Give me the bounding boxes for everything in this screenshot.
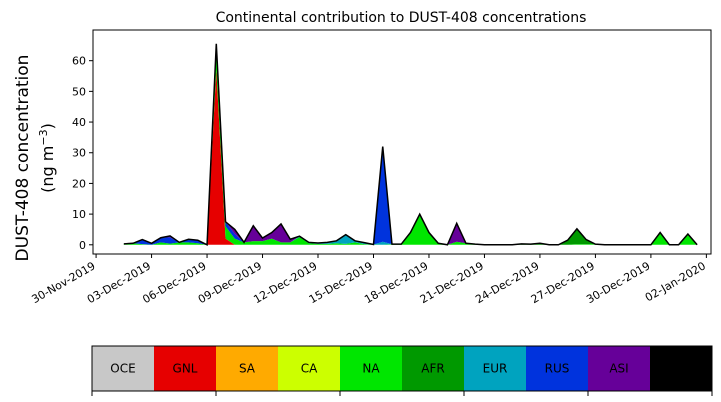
legend-label-na: NA <box>362 362 380 376</box>
y-axis-unit: (ng m−3) <box>37 123 57 193</box>
y-axis-label: DUST-408 concentration <box>13 55 33 262</box>
legend-swatch-na <box>340 346 403 391</box>
legend-label-sa: SA <box>239 362 256 376</box>
total-outline <box>123 43 698 246</box>
legend-label-afr: AFR <box>421 362 444 376</box>
y-tick-label: 60 <box>72 55 86 68</box>
legend-colorbar: OCE GNL SA CA NA AFR EUR RUS ASI AUS <box>91 345 713 396</box>
legend-swatch-eur <box>464 346 527 391</box>
legend-label-asi: ASI <box>609 362 628 376</box>
legend-label-aus: AUS <box>669 362 694 376</box>
y-axis-unit-prefix: (ng m <box>38 146 57 193</box>
legend-swatch-aus <box>650 346 713 391</box>
area-stack <box>123 43 698 245</box>
area-gnl <box>123 69 698 245</box>
x-axis: 30-Nov-201903-Dec-201906-Dec-201909-Dec-… <box>29 254 708 306</box>
y-axis-unit-superscript: −3 <box>37 129 50 145</box>
total-line <box>123 43 698 246</box>
plot-frame <box>92 29 712 255</box>
y-axis: 0 10 20 30 40 50 60 <box>72 55 93 252</box>
legend-swatch-gnl <box>154 346 217 391</box>
y-tick-label: 10 <box>72 208 86 221</box>
chart-title: Continental contribution to DUST-408 con… <box>216 10 587 26</box>
legend-swatch-sa <box>216 346 279 391</box>
legend-swatch-afr <box>402 346 465 391</box>
y-tick-label: 50 <box>72 85 86 98</box>
legend-swatch-rus <box>526 346 589 391</box>
legend-label-oce: OCE <box>110 362 135 376</box>
y-tick-label: 20 <box>72 177 86 190</box>
legend-label-gnl: GNL <box>173 362 198 376</box>
legend-swatch-oce <box>92 346 155 391</box>
y-tick-label: 30 <box>72 147 86 160</box>
x-tick-label: 02-Jan-2020 <box>643 259 708 304</box>
legend-label-ca: CA <box>301 362 318 376</box>
legend-frame <box>91 345 713 392</box>
legend-swatch-asi <box>588 346 651 391</box>
y-axis-unit-suffix: ) <box>38 123 57 129</box>
legend-label-rus: RUS <box>545 362 570 376</box>
legend-label-eur: EUR <box>483 362 508 376</box>
y-tick-label: 0 <box>79 239 86 252</box>
legend-swatch-ca <box>278 346 341 391</box>
y-tick-label: 40 <box>72 116 86 129</box>
